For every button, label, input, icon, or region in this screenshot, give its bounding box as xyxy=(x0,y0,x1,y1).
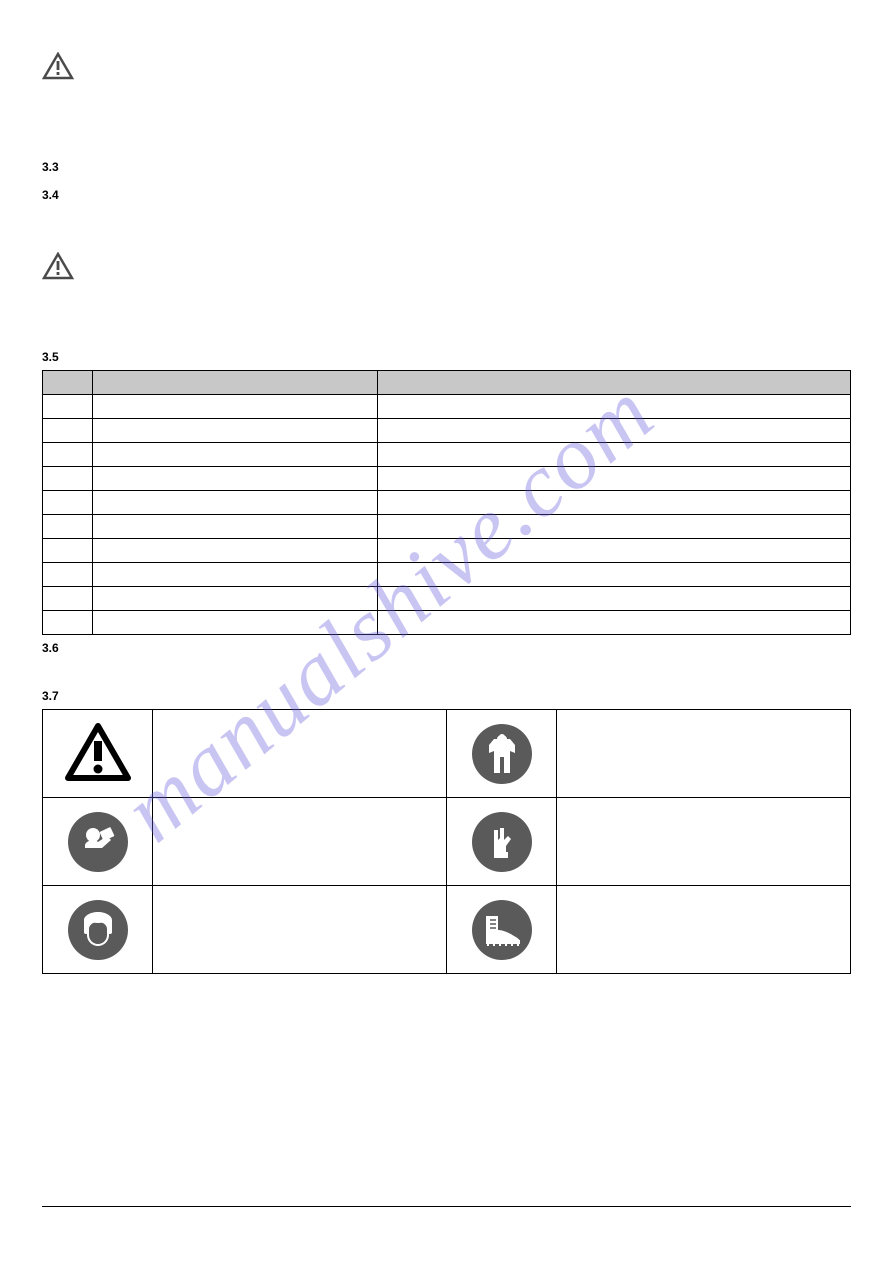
table-row xyxy=(43,563,851,587)
table-cell xyxy=(93,419,378,443)
table-row xyxy=(43,419,851,443)
warning-icon xyxy=(42,252,851,280)
warning-triangle-icon xyxy=(65,723,131,781)
symbol-desc xyxy=(153,710,447,798)
table-row xyxy=(43,515,851,539)
read-manual-cell xyxy=(43,798,153,886)
coveralls-cell xyxy=(447,710,557,798)
safety-boots-cell xyxy=(447,886,557,974)
table-cell xyxy=(378,419,851,443)
spec-table xyxy=(42,370,851,635)
table-cell xyxy=(93,467,378,491)
warning-triangle-cell xyxy=(43,710,153,798)
table-cell xyxy=(93,563,378,587)
table-row xyxy=(43,467,851,491)
table-cell xyxy=(378,395,851,419)
warning-icon xyxy=(42,52,851,80)
table-cell xyxy=(43,587,93,611)
section-3-7: 3.7 xyxy=(42,689,92,703)
table-row xyxy=(43,886,851,974)
symbol-table xyxy=(42,709,851,974)
table-cell xyxy=(43,443,93,467)
gloves-icon xyxy=(472,812,532,872)
gloves-cell xyxy=(447,798,557,886)
table-cell xyxy=(378,467,851,491)
section-3-4: 3.4 xyxy=(42,188,92,202)
table-header-cell xyxy=(378,371,851,395)
table-cell xyxy=(378,491,851,515)
table-cell xyxy=(93,491,378,515)
table-cell xyxy=(43,563,93,587)
symbol-desc xyxy=(557,710,851,798)
table-cell xyxy=(378,443,851,467)
safety-boots-icon xyxy=(472,900,532,960)
table-cell xyxy=(43,419,93,443)
table-cell xyxy=(43,491,93,515)
section-3-3: 3.3 xyxy=(42,160,92,174)
section-3-5: 3.5 xyxy=(42,350,92,364)
table-cell xyxy=(378,515,851,539)
table-cell xyxy=(93,611,378,635)
table-row xyxy=(43,587,851,611)
table-cell xyxy=(378,563,851,587)
table-cell xyxy=(378,587,851,611)
table-row xyxy=(43,443,851,467)
table-header-row xyxy=(43,371,851,395)
table-row xyxy=(43,539,851,563)
table-row xyxy=(43,491,851,515)
table-row xyxy=(43,798,851,886)
table-cell xyxy=(93,515,378,539)
table-cell xyxy=(93,443,378,467)
symbol-desc xyxy=(557,798,851,886)
read-manual-icon xyxy=(68,812,128,872)
table-cell xyxy=(43,515,93,539)
table-cell xyxy=(93,587,378,611)
table-row xyxy=(43,710,851,798)
table-header-cell xyxy=(43,371,93,395)
table-cell xyxy=(93,539,378,563)
table-cell xyxy=(43,611,93,635)
coveralls-icon xyxy=(472,724,532,784)
footer-divider xyxy=(42,1206,851,1207)
table-row xyxy=(43,611,851,635)
table-cell xyxy=(43,467,93,491)
table-cell xyxy=(378,611,851,635)
face-shield-cell xyxy=(43,886,153,974)
section-3-6: 3.6 xyxy=(42,641,92,655)
table-cell xyxy=(43,539,93,563)
symbol-desc xyxy=(557,886,851,974)
face-shield-icon xyxy=(68,900,128,960)
table-cell xyxy=(93,395,378,419)
table-cell xyxy=(43,395,93,419)
table-row xyxy=(43,395,851,419)
table-header-cell xyxy=(93,371,378,395)
symbol-desc xyxy=(153,886,447,974)
table-cell xyxy=(378,539,851,563)
symbol-desc xyxy=(153,798,447,886)
